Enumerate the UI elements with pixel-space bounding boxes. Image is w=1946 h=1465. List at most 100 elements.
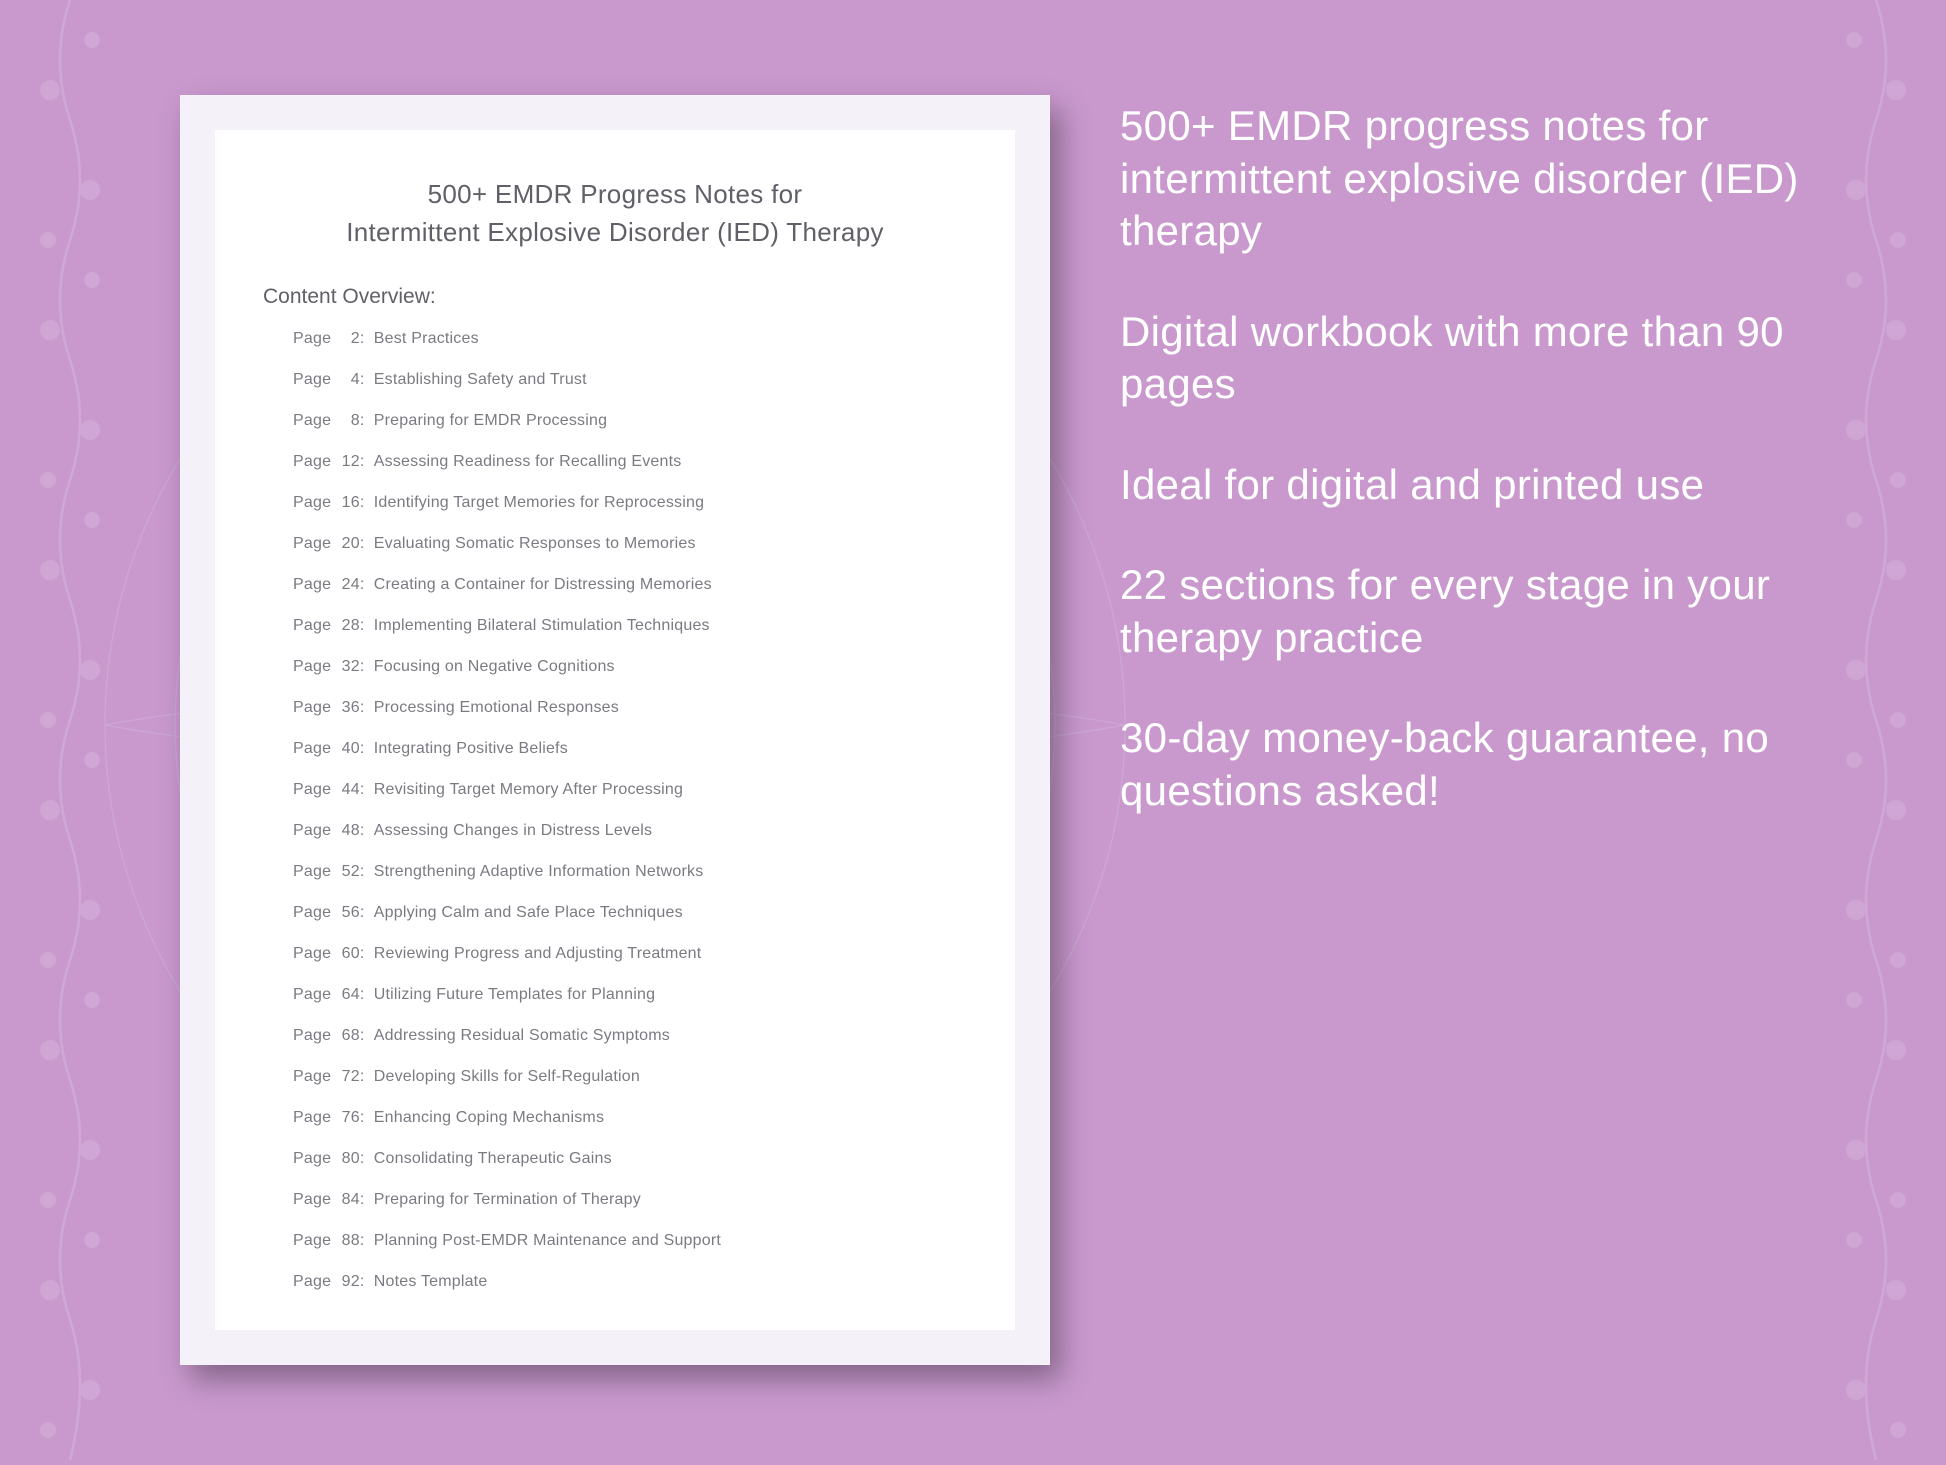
toc-row: Page 72: Developing Skills for Self-Regu… [293, 1069, 967, 1085]
toc-page-label: Page [293, 1110, 336, 1126]
toc-page-label: Page [293, 823, 336, 839]
toc-page-label: Page [293, 864, 336, 880]
toc-page-number: 28 [336, 618, 360, 634]
feature-item: Digital workbook with more than 90 pages [1120, 306, 1820, 411]
toc-entry-title: Utilizing Future Templates for Planning [374, 987, 655, 1003]
toc-entry-title: Notes Template [374, 1274, 488, 1290]
toc-page-number: 32 [336, 659, 360, 675]
toc-page-number: 24 [336, 577, 360, 593]
feature-item: 30-day money-back guarantee, no question… [1120, 712, 1820, 817]
toc-row: Page 48: Assessing Changes in Distress L… [293, 823, 967, 839]
toc-page-label: Page [293, 946, 336, 962]
toc-separator: : [360, 823, 374, 839]
toc-separator: : [360, 1110, 374, 1126]
toc-entry-title: Addressing Residual Somatic Symptoms [374, 1028, 670, 1044]
toc-separator: : [360, 987, 374, 1003]
toc-row: Page 76: Enhancing Coping Mechanisms [293, 1110, 967, 1126]
toc-page-label: Page [293, 1192, 336, 1208]
toc-separator: : [360, 700, 374, 716]
toc-page-number: 64 [336, 987, 360, 1003]
table-of-contents: Page 2: Best PracticesPage 4: Establishi… [263, 331, 967, 1290]
toc-page-number: 68 [336, 1028, 360, 1044]
toc-page-label: Page [293, 577, 336, 593]
toc-row: Page 32: Focusing on Negative Cognitions [293, 659, 967, 675]
toc-row: Page 16: Identifying Target Memories for… [293, 495, 967, 511]
toc-separator: : [360, 782, 374, 798]
toc-entry-title: Creating a Container for Distressing Mem… [374, 577, 712, 593]
toc-row: Page 60: Reviewing Progress and Adjustin… [293, 946, 967, 962]
toc-entry-title: Establishing Safety and Trust [374, 372, 587, 388]
toc-page-number: 4 [336, 372, 360, 388]
toc-row: Page 56: Applying Calm and Safe Place Te… [293, 905, 967, 921]
toc-separator: : [360, 536, 374, 552]
toc-entry-title: Assessing Readiness for Recalling Events [374, 454, 682, 470]
toc-entry-title: Identifying Target Memories for Reproces… [374, 495, 704, 511]
toc-row: Page 84: Preparing for Termination of Th… [293, 1192, 967, 1208]
document-title: 500+ EMDR Progress Notes for Intermitten… [263, 176, 967, 251]
toc-page-label: Page [293, 1151, 336, 1167]
toc-row: Page 12: Assessing Readiness for Recalli… [293, 454, 967, 470]
toc-separator: : [360, 1274, 374, 1290]
feature-item: Ideal for digital and printed use [1120, 459, 1820, 512]
toc-page-label: Page [293, 618, 336, 634]
toc-separator: : [360, 577, 374, 593]
toc-separator: : [360, 618, 374, 634]
toc-entry-title: Assessing Changes in Distress Levels [374, 823, 652, 839]
toc-row: Page 4: Establishing Safety and Trust [293, 372, 967, 388]
toc-separator: : [360, 413, 374, 429]
toc-page-label: Page [293, 659, 336, 675]
toc-page-number: 2 [336, 331, 360, 347]
feature-list: 500+ EMDR progress notes for intermitten… [1120, 100, 1820, 865]
toc-page-number: 44 [336, 782, 360, 798]
toc-page-number: 76 [336, 1110, 360, 1126]
document-page: 500+ EMDR Progress Notes for Intermitten… [180, 95, 1050, 1365]
toc-page-number: 84 [336, 1192, 360, 1208]
toc-page-number: 56 [336, 905, 360, 921]
document-page-inner: 500+ EMDR Progress Notes for Intermitten… [215, 130, 1015, 1330]
toc-entry-title: Developing Skills for Self-Regulation [374, 1069, 640, 1085]
toc-row: Page 40: Integrating Positive Beliefs [293, 741, 967, 757]
toc-entry-title: Enhancing Coping Mechanisms [374, 1110, 604, 1126]
toc-page-label: Page [293, 700, 336, 716]
toc-page-label: Page [293, 331, 336, 347]
toc-row: Page 20: Evaluating Somatic Responses to… [293, 536, 967, 552]
toc-page-label: Page [293, 905, 336, 921]
toc-page-number: 92 [336, 1274, 360, 1290]
toc-entry-title: Focusing on Negative Cognitions [374, 659, 615, 675]
toc-entry-title: Revisiting Target Memory After Processin… [374, 782, 683, 798]
feature-item: 22 sections for every stage in your ther… [1120, 559, 1820, 664]
toc-entry-title: Evaluating Somatic Responses to Memories [374, 536, 696, 552]
toc-separator: : [360, 331, 374, 347]
feature-item: 500+ EMDR progress notes for intermitten… [1120, 100, 1820, 258]
toc-page-number: 12 [336, 454, 360, 470]
toc-page-number: 40 [336, 741, 360, 757]
toc-row: Page 36: Processing Emotional Responses [293, 700, 967, 716]
toc-row: Page 24: Creating a Container for Distre… [293, 577, 967, 593]
document-title-line2: Intermittent Explosive Disorder (IED) Th… [346, 217, 884, 247]
toc-entry-title: Strengthening Adaptive Information Netwo… [374, 864, 704, 880]
content-overview-label: Content Overview: [263, 285, 967, 309]
toc-separator: : [360, 905, 374, 921]
toc-entry-title: Processing Emotional Responses [374, 700, 619, 716]
toc-row: Page 8: Preparing for EMDR Processing [293, 413, 967, 429]
toc-entry-title: Planning Post-EMDR Maintenance and Suppo… [374, 1233, 721, 1249]
toc-separator: : [360, 454, 374, 470]
toc-row: Page 52: Strengthening Adaptive Informat… [293, 864, 967, 880]
toc-page-number: 20 [336, 536, 360, 552]
toc-page-label: Page [293, 1069, 336, 1085]
toc-separator: : [360, 372, 374, 388]
toc-separator: : [360, 741, 374, 757]
toc-page-number: 80 [336, 1151, 360, 1167]
toc-row: Page 68: Addressing Residual Somatic Sym… [293, 1028, 967, 1044]
toc-page-number: 52 [336, 864, 360, 880]
toc-row: Page 80: Consolidating Therapeutic Gains [293, 1151, 967, 1167]
toc-entry-title: Applying Calm and Safe Place Techniques [374, 905, 683, 921]
toc-separator: : [360, 864, 374, 880]
toc-entry-title: Implementing Bilateral Stimulation Techn… [374, 618, 710, 634]
toc-row: Page 44: Revisiting Target Memory After … [293, 782, 967, 798]
stage: 500+ EMDR Progress Notes for Intermitten… [0, 0, 1946, 1460]
toc-entry-title: Preparing for Termination of Therapy [374, 1192, 641, 1208]
toc-separator: : [360, 1028, 374, 1044]
toc-row: Page 88: Planning Post-EMDR Maintenance … [293, 1233, 967, 1249]
toc-entry-title: Consolidating Therapeutic Gains [374, 1151, 612, 1167]
